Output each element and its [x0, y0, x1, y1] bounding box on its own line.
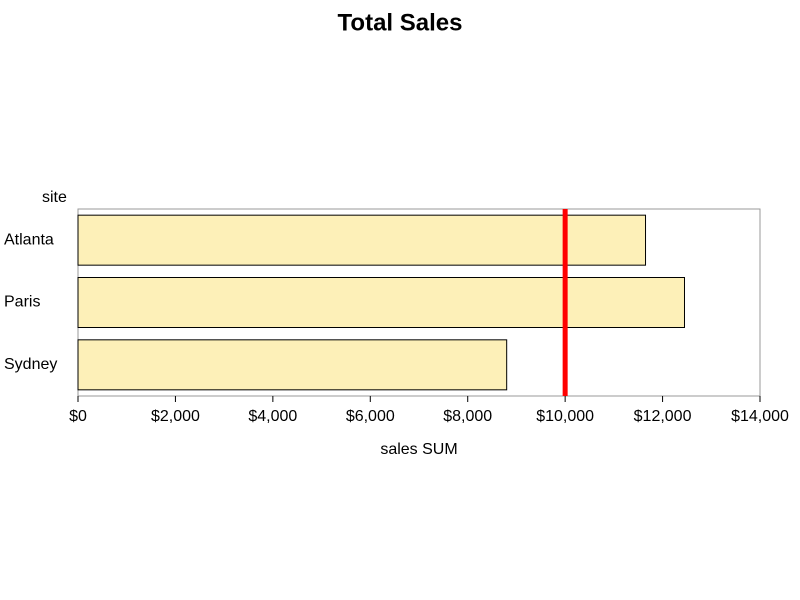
bar — [77, 214, 647, 266]
x-tick-label: $8,000 — [443, 408, 492, 425]
chart-title: Total Sales — [338, 9, 463, 36]
x-tick-label: $14,000 — [731, 408, 789, 425]
x-tick-label: $6,000 — [346, 408, 395, 425]
x-tick-label: $0 — [69, 408, 87, 425]
bar — [77, 277, 685, 328]
x-axis-label: sales SUM — [380, 441, 457, 458]
x-tick-label: $12,000 — [634, 408, 692, 425]
x-tick-label: $10,000 — [536, 408, 594, 425]
y-tick-label: Paris — [4, 294, 40, 311]
y-axis-label: site — [42, 189, 67, 206]
y-tick-label: Sydney — [4, 356, 57, 373]
x-tick-label: $4,000 — [248, 408, 297, 425]
y-tick-label: Atlanta — [4, 231, 54, 248]
bar — [77, 339, 508, 391]
x-tick-label: $2,000 — [151, 408, 200, 425]
